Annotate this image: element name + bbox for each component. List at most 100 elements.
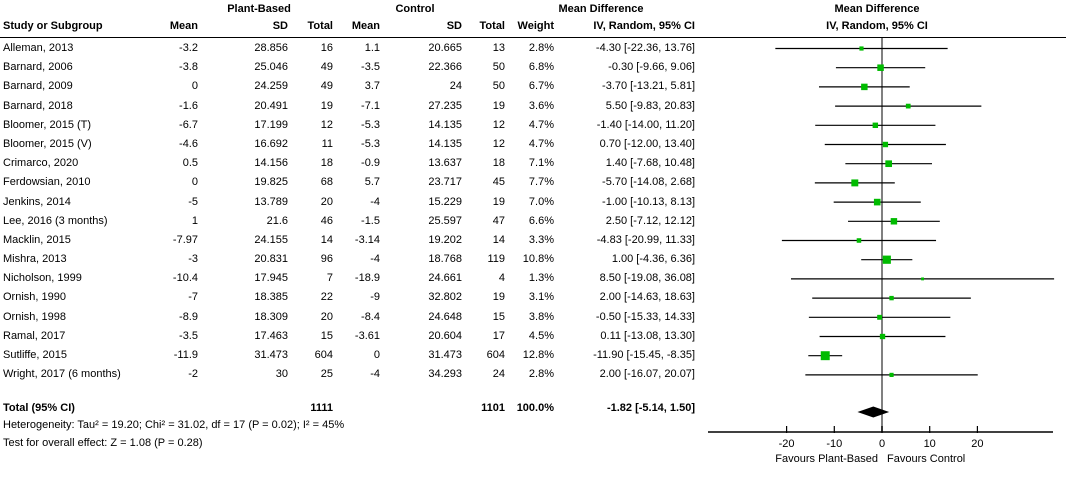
study-label: Barnard, 2018 bbox=[3, 99, 73, 112]
cell-p_sd: 24.155 bbox=[254, 233, 288, 246]
cell-weight: 3.1% bbox=[528, 291, 554, 304]
table-row: Sutliffe, 2015 -11.9 31.473 604 0 31.473 604 12… bbox=[0, 346, 695, 365]
cell-p_sd: 17.199 bbox=[254, 118, 288, 131]
cell-p_total: 604 bbox=[314, 349, 333, 361]
favours-left-label: Favours Plant-Based bbox=[775, 453, 878, 465]
column-header-plant-mean: Mean bbox=[169, 20, 198, 32]
column-header-plant-total: Total bbox=[307, 20, 333, 32]
study-label: Bloomer, 2015 (V) bbox=[3, 137, 92, 150]
study-label: Mishra, 2013 bbox=[3, 253, 67, 266]
axis-tick-label: -10 bbox=[826, 438, 842, 450]
cell-c_mean: -7.1 bbox=[361, 99, 380, 112]
cell-weight: 6.6% bbox=[528, 214, 554, 227]
cell-weight: 4.7% bbox=[528, 118, 554, 131]
table-row: Nicholson, 1999 -10.4 17.945 7 -18.9 24.661 4 1… bbox=[0, 269, 695, 288]
cell-c_total: 119 bbox=[487, 253, 505, 266]
cell-c_sd: 34.293 bbox=[428, 368, 462, 381]
cell-c_mean: -0.9 bbox=[361, 157, 380, 170]
axis-tick-label: 0 bbox=[879, 438, 885, 450]
study-marker bbox=[879, 333, 886, 340]
cell-c_sd: 13.637 bbox=[428, 157, 462, 170]
cell-weight: 3.3% bbox=[528, 233, 554, 246]
column-header-md: Mean Difference bbox=[558, 3, 644, 15]
cell-p_sd: 30 bbox=[275, 368, 288, 381]
overall-effect-test: Test for overall effect: Z = 1.08 (P = 0… bbox=[3, 437, 203, 449]
cell-p_total: 11 bbox=[321, 137, 333, 150]
cell-p_mean: -8.9 bbox=[179, 310, 198, 323]
cell-c_mean: -18.9 bbox=[354, 272, 380, 285]
cell-p_mean: -3.2 bbox=[179, 42, 198, 54]
cell-c_total: 19 bbox=[492, 195, 505, 208]
table-row: Jenkins, 2014 -5 13.789 20 -4 15.229 19 7.0% -1.… bbox=[0, 193, 695, 212]
cell-weight: 10.8% bbox=[522, 253, 554, 266]
cell-c_total: 12 bbox=[492, 118, 505, 131]
table-row: Bloomer, 2015 (V) -4.6 16.692 11 -5.3 14.135 1… bbox=[0, 135, 695, 154]
cell-weight: 12.8% bbox=[522, 349, 554, 361]
cell-ci: 0.70 [-12.00, 13.40] bbox=[599, 137, 695, 150]
favours-right-label: Favours Control bbox=[887, 453, 965, 465]
cell-c_sd: 24.648 bbox=[428, 310, 462, 323]
cell-weight: 2.8% bbox=[528, 42, 554, 54]
cell-p_mean: -1.6 bbox=[179, 99, 198, 112]
study-label: Ferdowsian, 2010 bbox=[3, 176, 91, 189]
cell-c_mean: 1.1 bbox=[364, 42, 380, 54]
total-label: Total (95% CI) bbox=[3, 402, 75, 414]
cell-p_mean: -11.9 bbox=[173, 349, 198, 361]
cell-p_sd: 18.309 bbox=[254, 310, 288, 323]
cell-weight: 3.6% bbox=[528, 99, 554, 112]
cell-p_sd: 17.463 bbox=[254, 329, 288, 342]
cell-c_total: 50 bbox=[492, 80, 505, 93]
cell-weight: 1.3% bbox=[528, 272, 554, 285]
study-label: Barnard, 2009 bbox=[3, 80, 73, 93]
summary-diamond bbox=[857, 406, 890, 418]
study-marker bbox=[890, 218, 898, 225]
cell-weight: 7.0% bbox=[528, 195, 554, 208]
table-row: Barnard, 2009 0 24.259 49 3.7 24 50 6.7% -3.70 [… bbox=[0, 77, 695, 96]
cell-p_mean: -6.7 bbox=[179, 118, 198, 131]
cell-c_sd: 20.604 bbox=[428, 329, 462, 342]
group-header-plant-based: Plant-Based bbox=[227, 3, 291, 15]
cell-p_mean: -3 bbox=[188, 253, 198, 266]
cell-weight: 7.1% bbox=[528, 157, 554, 170]
cell-c_sd: 24.661 bbox=[428, 272, 462, 285]
cell-ci: 1.00 [-4.36, 6.36] bbox=[611, 253, 695, 266]
table-row: Macklin, 2015 -7.97 24.155 14 -3.14 19.202 14 3… bbox=[0, 231, 695, 250]
column-header-study: Study or Subgroup bbox=[3, 20, 103, 32]
cell-p_total: 96 bbox=[320, 253, 333, 266]
study-marker bbox=[851, 179, 859, 187]
table-row: Alleman, 2013 -3.2 28.856 16 1.1 20.665 13 2.8%… bbox=[0, 39, 695, 58]
cell-p_mean: 0 bbox=[191, 80, 198, 93]
cell-p_mean: -7 bbox=[188, 291, 198, 304]
cell-p_mean: -10.4 bbox=[172, 272, 198, 285]
cell-p_mean: -5 bbox=[188, 195, 198, 208]
total-row: Total (95% CI) 1111 1101 100.0% -1.82 [-… bbox=[0, 399, 695, 418]
cell-ci: -5.70 [-14.08, 2.68] bbox=[602, 176, 695, 189]
cell-p_total: 20 bbox=[320, 195, 333, 208]
study-marker bbox=[873, 198, 881, 206]
cell-c_total: 45 bbox=[492, 176, 505, 189]
cell-c_total: 4 bbox=[498, 272, 505, 285]
study-marker bbox=[856, 238, 862, 243]
cell-c_sd: 22.366 bbox=[428, 61, 462, 74]
study-label: Bloomer, 2015 (T) bbox=[3, 118, 92, 131]
cell-ci: -3.70 [-13.21, 5.81] bbox=[602, 80, 695, 93]
cell-c_mean: -1.5 bbox=[361, 214, 380, 227]
cell-c_sd: 32.802 bbox=[428, 291, 462, 304]
study-label: Crimarco, 2020 bbox=[3, 157, 79, 170]
column-header-iv-ci: IV, Random, 95% CI bbox=[593, 20, 695, 32]
study-marker bbox=[905, 103, 911, 109]
study-rows: Alleman, 2013 -3.2 28.856 16 1.1 20.665 13 2.8%… bbox=[0, 39, 695, 384]
cell-weight: 6.7% bbox=[528, 80, 554, 93]
column-header-plant-sd: SD bbox=[272, 20, 288, 32]
study-marker bbox=[882, 141, 889, 148]
cell-ci: -1.40 [-14.00, 11.20] bbox=[596, 118, 695, 131]
cell-p_total: 12 bbox=[320, 118, 333, 131]
cell-p_total: 16 bbox=[320, 42, 333, 54]
study-label: Sutliffe, 2015 bbox=[3, 349, 68, 361]
axis-tick-label: 10 bbox=[924, 438, 936, 450]
cell-p_sd: 16.692 bbox=[254, 137, 288, 150]
study-label: Wright, 2017 (6 months) bbox=[3, 368, 121, 381]
table-row: Barnard, 2006 -3.8 25.046 49 -3.5 22.366 50 6.8… bbox=[0, 58, 695, 77]
total-plant-n: 1111 bbox=[310, 402, 333, 414]
